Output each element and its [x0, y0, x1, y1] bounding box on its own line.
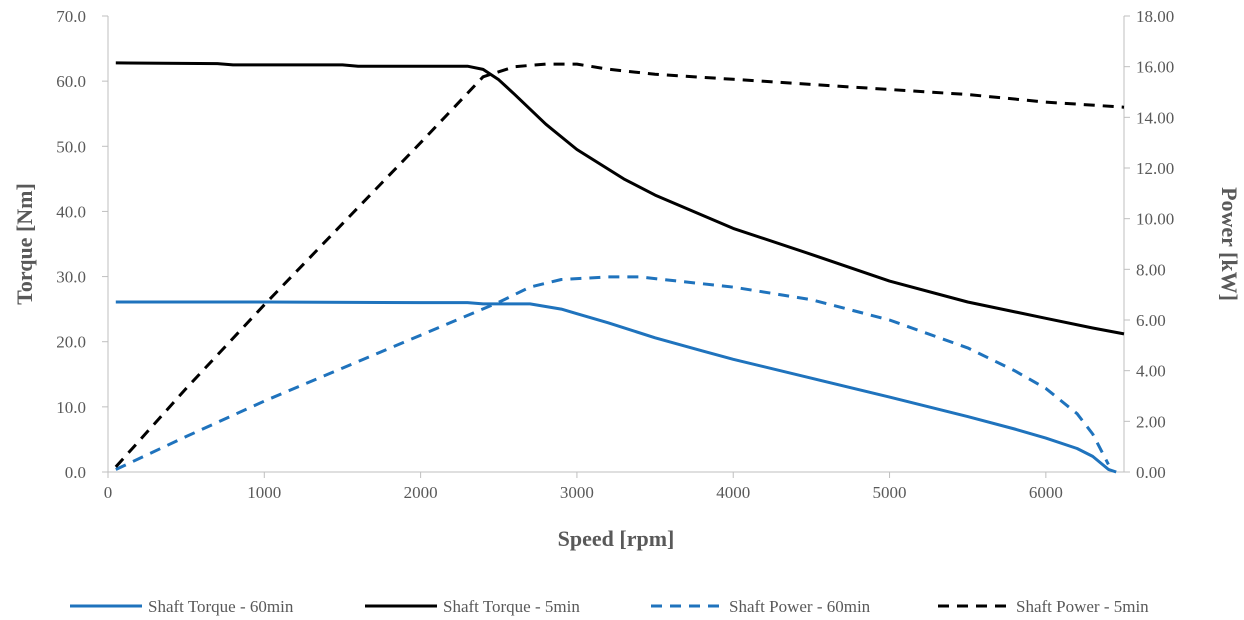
- legend-label-2: Shaft Torque - 5min: [443, 597, 580, 616]
- x-tick-label: 6000: [1029, 483, 1063, 502]
- plot-area: [114, 61, 1125, 474]
- x-axis-title: Speed [rpm]: [558, 526, 675, 551]
- x-tick-label: 2000: [404, 483, 438, 502]
- left-y-tick-label: 60.0: [56, 72, 86, 91]
- right-y-tick-label: 12.00: [1136, 159, 1174, 178]
- right-y-tick-label: 4.00: [1136, 362, 1166, 381]
- right-y-tick-label: 0.00: [1136, 463, 1166, 482]
- legend-label-3: Shaft Power - 60min: [729, 597, 871, 616]
- right-y-tick-label: 16.00: [1136, 58, 1174, 77]
- legend: Shaft Torque - 60min Shaft Torque - 5min S…: [70, 597, 1149, 616]
- left-y-tick-label: 40.0: [56, 202, 86, 221]
- series-line-4: [114, 62, 1125, 468]
- left-y-tick-label: 30.0: [56, 268, 86, 287]
- right-y-tick-label: 14.00: [1136, 108, 1174, 127]
- left-y-tick-label: 0.0: [65, 463, 86, 482]
- series-line-1: [115, 300, 1117, 474]
- left-y-tick-label: 10.0: [56, 398, 86, 417]
- left-y-tick-label: 20.0: [56, 333, 86, 352]
- x-tick-label: 4000: [716, 483, 750, 502]
- legend-label-1: Shaft Torque - 60min: [148, 597, 294, 616]
- right-y-tick-label: 8.00: [1136, 260, 1166, 279]
- left-y-tick-label: 50.0: [56, 137, 86, 156]
- right-y-tick-label: 6.00: [1136, 311, 1166, 330]
- x-tick-label: 1000: [247, 483, 281, 502]
- series-line-2: [115, 61, 1125, 336]
- x-tick-label: 5000: [873, 483, 907, 502]
- left-y-axis-title: Torque [Nm]: [12, 183, 37, 305]
- left-y-tick-label: 70.0: [56, 7, 86, 26]
- x-tick-label: 3000: [560, 483, 594, 502]
- x-tick-label: 0: [104, 483, 113, 502]
- right-y-tick-label: 18.00: [1136, 7, 1174, 26]
- legend-label-4: Shaft Power - 5min: [1016, 597, 1149, 616]
- axes: 0 1000 2000 3000 4000 5000 6000 0.0 10.0 20.0 30.0…: [56, 7, 1174, 502]
- right-y-axis-title: Power [kW]: [1217, 187, 1242, 301]
- right-y-tick-label: 2.00: [1136, 412, 1166, 431]
- right-y-tick-label: 10.00: [1136, 210, 1174, 229]
